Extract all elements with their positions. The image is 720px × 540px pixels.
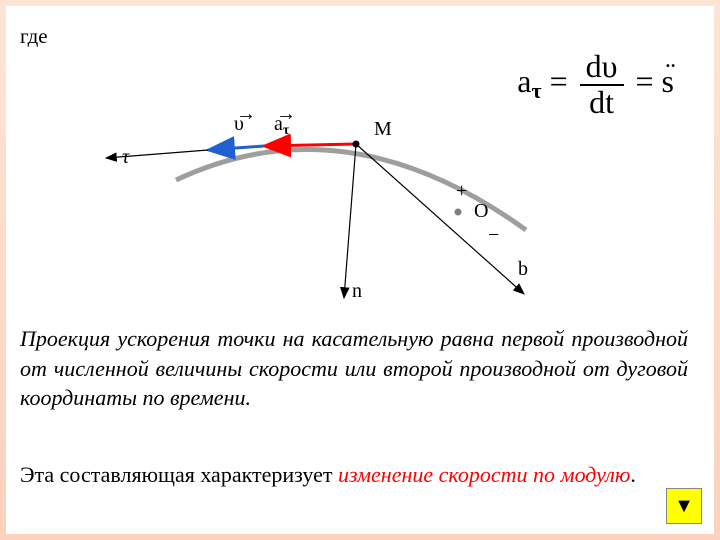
- label-m: M: [374, 118, 392, 141]
- formula-a-sub: τ: [531, 78, 541, 103]
- formula-fraction: dυ dt: [580, 50, 624, 119]
- point-m: [353, 141, 360, 148]
- where-label: где: [20, 24, 48, 49]
- v-vector: [208, 146, 264, 150]
- diagram-svg: [86, 110, 606, 310]
- formula-s: s: [662, 63, 674, 99]
- formula-a: a: [517, 63, 531, 99]
- b-axis: [356, 144, 524, 294]
- n-axis: [344, 144, 356, 298]
- label-plus: +: [456, 180, 467, 203]
- paragraph-2-prefix: Эта составляющая характеризует: [20, 462, 338, 487]
- formula-eq2: =: [636, 63, 654, 99]
- kinematics-diagram: M τ n b O + − → υ → aτ: [86, 110, 606, 310]
- paragraph-2-suffix: .: [630, 462, 636, 487]
- label-v: → υ: [234, 113, 244, 136]
- formula: aτ = dυ dt = s: [517, 50, 674, 119]
- next-slide-button[interactable]: ▼: [666, 488, 702, 524]
- label-b: b: [518, 258, 528, 281]
- label-o: O: [474, 200, 488, 223]
- label-n: n: [352, 280, 362, 303]
- point-o: [455, 209, 462, 216]
- label-a-tau: → aτ: [274, 113, 289, 139]
- label-minus: −: [488, 224, 499, 247]
- paragraph-1: Проекция ускорения точки на касательную …: [20, 324, 688, 413]
- label-tau: τ: [122, 146, 129, 169]
- paragraph-2-highlight: изменение скорости по модулю: [338, 462, 630, 487]
- a-tau-vector: [264, 144, 356, 146]
- formula-num: dυ: [580, 50, 624, 86]
- paragraph-2: Эта составляющая характеризует изменение…: [20, 460, 688, 490]
- formula-eq1: =: [550, 63, 568, 99]
